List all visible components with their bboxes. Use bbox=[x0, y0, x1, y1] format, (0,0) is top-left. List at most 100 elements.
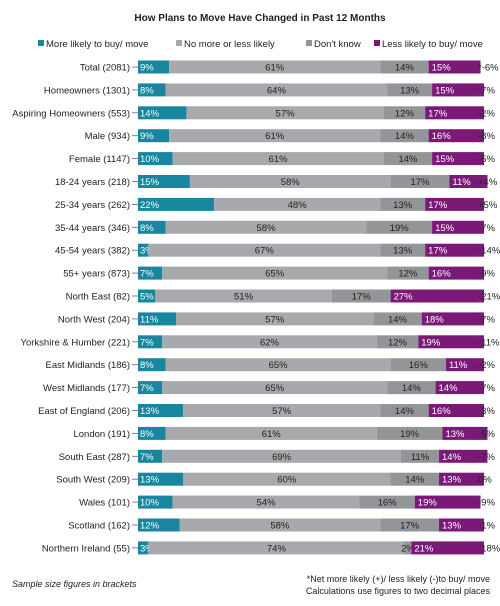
footnote-net: *Net more likely (+)/ less likely (-)to … bbox=[307, 574, 490, 584]
bar-segment-don-t-know bbox=[387, 83, 433, 97]
bar-row: London (191) 8% 61% 19% 13% -5% bbox=[73, 426, 495, 440]
bar-segment-more-likely-to-buy-move bbox=[138, 518, 180, 532]
net-value-label: +4% bbox=[478, 177, 498, 188]
bar-row: Male (934) 9% 61% 14% 16% -8% bbox=[85, 129, 495, 143]
data-label-less-likely-to-buy-move: 11% bbox=[452, 177, 471, 188]
bar-segment-less-likely-to-buy-move bbox=[425, 197, 484, 211]
bar-segment-don-t-know bbox=[380, 243, 426, 257]
net-value-label: -14% bbox=[478, 246, 500, 257]
bar-segment-more-likely-to-buy-move bbox=[138, 495, 173, 509]
data-label-less-likely-to-buy-move: 17% bbox=[428, 200, 448, 211]
bar-row: North West (204) 11% 57% 14% 18% -7% bbox=[58, 312, 495, 326]
data-label-more-likely-to-buy-move: 8% bbox=[140, 85, 154, 96]
bar-segment-no-more-or-less-likely bbox=[162, 381, 388, 395]
bar-segment-less-likely-to-buy-move bbox=[432, 220, 484, 234]
data-label-more-likely-to-buy-move: 10% bbox=[140, 498, 160, 509]
bar-row: Northern Ireland (55) 3% 74% 2% 21% -18% bbox=[42, 541, 500, 555]
data-label-more-likely-to-buy-move: 3% bbox=[140, 246, 154, 257]
category-label: Scotland (162) bbox=[68, 521, 130, 532]
data-label-don-t-know: 14% bbox=[395, 63, 415, 74]
net-value-label: -7% bbox=[478, 85, 495, 96]
bar-segment-no-more-or-less-likely bbox=[165, 358, 391, 372]
data-label-more-likely-to-buy-move: 8% bbox=[140, 429, 154, 440]
category-label: Total (2081) bbox=[80, 63, 130, 74]
bar-row: Wales (101) 10% 54% 16% 19% -9% bbox=[79, 495, 495, 509]
data-label-no-more-or-less-likely: 64% bbox=[267, 85, 287, 96]
data-label-no-more-or-less-likely: 61% bbox=[269, 154, 289, 165]
data-label-less-likely-to-buy-move: 27% bbox=[394, 292, 414, 303]
legend-label-no-more-or-less-likely: No more or less likely bbox=[184, 39, 275, 50]
data-label-no-more-or-less-likely: 65% bbox=[269, 360, 289, 371]
category-label: South West (209) bbox=[56, 475, 130, 486]
net-value-label: -3% bbox=[478, 406, 495, 417]
net-value-label: -8% bbox=[478, 131, 495, 142]
net-value-label: -21% bbox=[478, 292, 500, 303]
net-value-label: -5% bbox=[478, 429, 495, 440]
category-label: 18-24 years (218) bbox=[55, 177, 130, 188]
data-label-don-t-know: 19% bbox=[390, 223, 410, 234]
data-label-don-t-know: 14% bbox=[395, 406, 415, 417]
data-label-don-t-know: 13% bbox=[393, 246, 413, 257]
bar-segment-more-likely-to-buy-move bbox=[138, 83, 166, 97]
category-label: North West (204) bbox=[58, 314, 130, 325]
net-value-label: -7% bbox=[478, 314, 495, 325]
category-label: 55+ years (873) bbox=[63, 269, 130, 280]
data-label-no-more-or-less-likely: 57% bbox=[265, 314, 285, 325]
bar-segment-no-more-or-less-likely bbox=[176, 312, 374, 326]
data-label-less-likely-to-buy-move: 16% bbox=[432, 406, 452, 417]
bar-segment-don-t-know bbox=[390, 175, 450, 188]
bar-segment-don-t-know bbox=[331, 289, 391, 303]
bars-area: Total (2081) 9% 61% 14% 15% *-6% Homeowners (1… bbox=[12, 60, 500, 555]
category-label: Northern Ireland (55) bbox=[42, 543, 130, 554]
category-label: West Midlands (177) bbox=[43, 383, 130, 394]
bar-segment-less-likely-to-buy-move bbox=[428, 266, 484, 280]
bar-segment-don-t-know bbox=[400, 449, 440, 463]
data-label-less-likely-to-buy-move: 15% bbox=[435, 85, 455, 96]
data-label-more-likely-to-buy-move: 8% bbox=[140, 223, 154, 234]
bar-segment-more-likely-to-buy-move bbox=[138, 449, 163, 463]
bar-segment-no-more-or-less-likely bbox=[155, 289, 332, 303]
legend-swatch-no-more-or-less-likely bbox=[176, 40, 182, 46]
data-label-no-more-or-less-likely: 51% bbox=[234, 292, 254, 303]
bar-segment-no-more-or-less-likely bbox=[172, 152, 384, 166]
bar-segment-don-t-know bbox=[390, 472, 440, 486]
data-label-no-more-or-less-likely: 48% bbox=[288, 200, 308, 211]
bar-segment-more-likely-to-buy-move bbox=[138, 220, 166, 234]
bar-segment-don-t-know bbox=[366, 220, 433, 234]
bar-segment-no-more-or-less-likely bbox=[165, 426, 377, 440]
category-label: Wales (101) bbox=[79, 498, 130, 509]
bar-segment-less-likely-to-buy-move bbox=[411, 541, 484, 555]
bar-segment-no-more-or-less-likely bbox=[165, 83, 388, 97]
bar-row: 35-44 years (346) 8% 58% 19% 15% -7% bbox=[55, 220, 495, 234]
bar-segment-more-likely-to-buy-move bbox=[138, 541, 149, 555]
data-label-more-likely-to-buy-move: 9% bbox=[140, 63, 154, 74]
bar-segment-don-t-know bbox=[376, 335, 419, 349]
bar-segment-don-t-know bbox=[380, 518, 440, 532]
bar-segment-don-t-know bbox=[380, 197, 426, 211]
data-label-more-likely-to-buy-move: 13% bbox=[140, 475, 160, 486]
bar-segment-more-likely-to-buy-move bbox=[138, 404, 183, 417]
bar-row: East of England (206) 13% 57% 14% 16% -3% bbox=[38, 404, 495, 417]
chart-title: How Plans to Move Have Changed in Past 1… bbox=[134, 13, 386, 24]
bar-segment-more-likely-to-buy-move bbox=[138, 289, 156, 303]
data-label-no-more-or-less-likely: 60% bbox=[277, 475, 297, 486]
net-value-label: -7% bbox=[478, 452, 495, 463]
data-label-no-more-or-less-likely: 69% bbox=[272, 452, 292, 463]
data-label-don-t-know: 13% bbox=[400, 85, 420, 96]
data-label-more-likely-to-buy-move: 10% bbox=[140, 154, 160, 165]
legend-label-less-likely-to-buy-move: Less likely to buy/ move bbox=[382, 39, 483, 50]
category-label: 35-44 years (346) bbox=[55, 223, 130, 234]
bar-row: East Midlands (186) 8% 65% 16% 11% -2% bbox=[46, 358, 495, 372]
bar-segment-less-likely-to-buy-move bbox=[442, 426, 488, 440]
bar-segment-no-more-or-less-likely bbox=[172, 495, 360, 509]
footnote-calculations: Calculations use figures to two decimal … bbox=[306, 586, 491, 596]
data-label-less-likely-to-buy-move: 19% bbox=[418, 498, 438, 509]
data-label-less-likely-to-buy-move: 13% bbox=[442, 475, 462, 486]
net-value-label: *-6% bbox=[478, 63, 499, 74]
bar-segment-less-likely-to-buy-move bbox=[439, 472, 484, 486]
data-label-less-likely-to-buy-move: 13% bbox=[445, 429, 465, 440]
bar-segment-don-t-know bbox=[383, 106, 426, 120]
data-label-don-t-know: 17% bbox=[352, 292, 372, 303]
net-value-label: -7% bbox=[478, 223, 495, 234]
bar-row: 55+ years (873) 7% 65% 12% 16% -9% bbox=[63, 266, 495, 280]
